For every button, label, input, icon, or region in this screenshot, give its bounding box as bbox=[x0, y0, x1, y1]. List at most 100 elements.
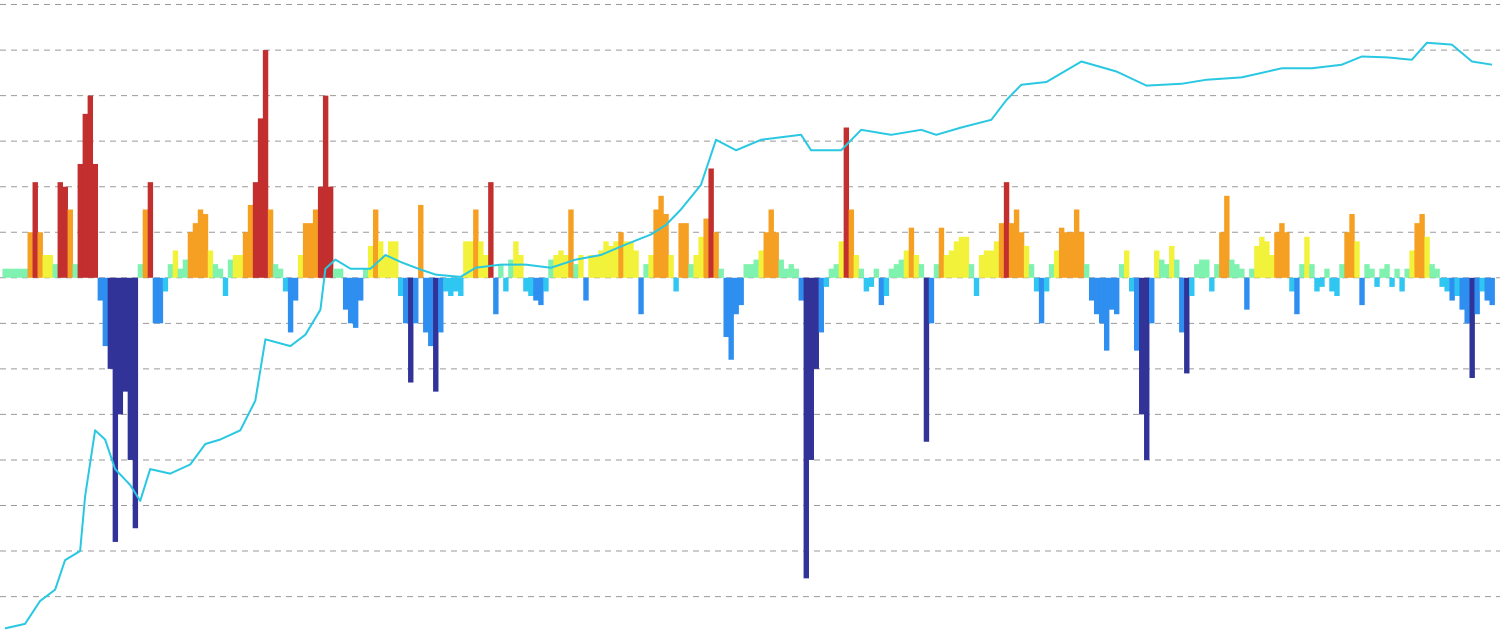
bar bbox=[22, 268, 28, 278]
bar bbox=[1274, 232, 1280, 278]
bar bbox=[383, 255, 389, 278]
bar bbox=[1209, 277, 1215, 292]
bar bbox=[162, 277, 169, 292]
bar bbox=[813, 277, 819, 369]
bar bbox=[1073, 209, 1080, 278]
bar bbox=[1093, 277, 1100, 315]
bar bbox=[362, 268, 369, 278]
bar bbox=[1189, 277, 1195, 297]
bar bbox=[1454, 277, 1460, 297]
bar bbox=[1038, 277, 1045, 324]
bar bbox=[337, 268, 344, 278]
bar bbox=[1304, 236, 1310, 278]
bar bbox=[1284, 232, 1290, 278]
bar bbox=[342, 277, 349, 310]
bar bbox=[713, 232, 719, 278]
bar bbox=[57, 182, 63, 278]
bar bbox=[1259, 236, 1265, 278]
bar bbox=[1144, 277, 1150, 460]
bar bbox=[312, 209, 319, 278]
bar bbox=[538, 277, 544, 306]
bar bbox=[978, 255, 985, 278]
bar bbox=[232, 255, 239, 278]
bar bbox=[898, 259, 905, 278]
bar bbox=[623, 241, 629, 278]
bar bbox=[262, 50, 269, 278]
bar bbox=[1214, 264, 1220, 278]
bar bbox=[132, 277, 139, 529]
bar bbox=[653, 209, 659, 278]
bar bbox=[97, 277, 104, 301]
bar bbox=[758, 250, 764, 278]
bar bbox=[913, 255, 920, 278]
bar bbox=[1179, 277, 1185, 333]
bar bbox=[1229, 259, 1235, 278]
bar bbox=[277, 268, 284, 278]
bar bbox=[1053, 250, 1060, 278]
bar bbox=[292, 277, 299, 301]
bar bbox=[1124, 250, 1130, 278]
bar bbox=[948, 250, 955, 278]
bar bbox=[818, 277, 825, 333]
bar bbox=[87, 95, 94, 278]
bar bbox=[993, 241, 1000, 278]
bar bbox=[1389, 277, 1395, 287]
bar bbox=[1043, 277, 1050, 292]
bar bbox=[958, 236, 965, 278]
bar bbox=[883, 277, 890, 297]
bar bbox=[1134, 277, 1140, 351]
bar bbox=[923, 277, 930, 442]
bar bbox=[117, 277, 124, 415]
bar bbox=[282, 277, 289, 292]
bar bbox=[1369, 268, 1375, 278]
bar bbox=[648, 255, 654, 278]
bar bbox=[888, 268, 895, 278]
bar bbox=[1319, 277, 1325, 287]
bar bbox=[252, 182, 259, 278]
bar bbox=[1169, 245, 1175, 278]
bar bbox=[1254, 245, 1260, 278]
bar bbox=[1048, 264, 1055, 278]
bar bbox=[473, 209, 479, 278]
bar bbox=[107, 277, 114, 369]
bar bbox=[528, 277, 534, 297]
bar bbox=[753, 259, 759, 278]
bar bbox=[543, 277, 549, 292]
bar bbox=[42, 255, 48, 278]
bar bbox=[858, 268, 865, 278]
bar bbox=[1139, 277, 1145, 415]
bar bbox=[157, 277, 164, 324]
bar bbox=[398, 277, 404, 297]
bar bbox=[1434, 268, 1440, 278]
bar bbox=[52, 264, 58, 278]
bar bbox=[1469, 277, 1475, 378]
bar bbox=[463, 241, 469, 278]
bar bbox=[1098, 277, 1105, 324]
bar bbox=[438, 277, 444, 333]
bar bbox=[618, 232, 624, 278]
bar-series bbox=[2, 50, 1495, 579]
bar bbox=[1028, 264, 1035, 278]
bar bbox=[1419, 214, 1425, 278]
bar bbox=[1399, 277, 1405, 292]
bar bbox=[2, 268, 8, 278]
bar bbox=[1199, 259, 1205, 278]
bar bbox=[1479, 277, 1485, 292]
bar bbox=[478, 241, 484, 278]
bar bbox=[1088, 277, 1095, 301]
bar bbox=[1249, 268, 1255, 278]
bar bbox=[1108, 277, 1115, 310]
bar bbox=[468, 241, 474, 278]
bar bbox=[242, 232, 249, 278]
bar bbox=[998, 223, 1005, 278]
bar bbox=[1384, 264, 1390, 278]
bar bbox=[853, 255, 860, 278]
bar bbox=[788, 264, 794, 278]
bar bbox=[448, 277, 454, 297]
bar bbox=[1309, 264, 1315, 278]
bar bbox=[1164, 264, 1170, 278]
bar bbox=[663, 214, 669, 278]
bar bbox=[217, 268, 224, 278]
bar bbox=[177, 268, 184, 278]
